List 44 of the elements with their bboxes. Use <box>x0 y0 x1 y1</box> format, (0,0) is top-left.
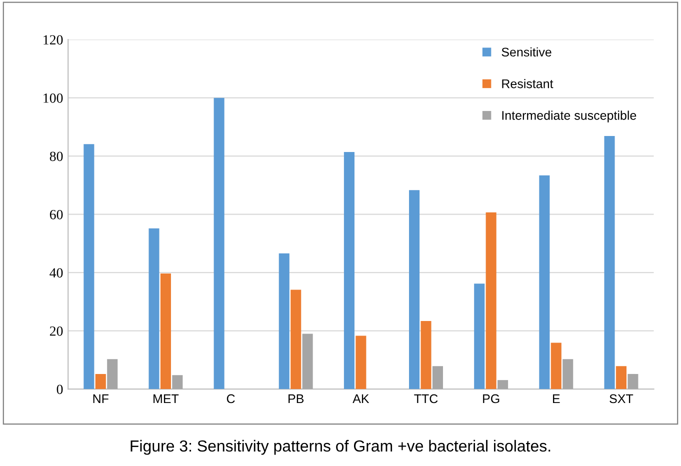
y-tick-label: 100 <box>44 93 63 103</box>
y-tick-label: 80 <box>50 152 63 162</box>
y-tick-label: 20 <box>50 326 63 336</box>
bar <box>550 342 562 390</box>
x-tick-label: SXT <box>610 394 634 404</box>
x-tick-label: PB <box>288 394 304 404</box>
y-tick-label: 120 <box>44 35 63 45</box>
caption: Figure 3: Sensitivity patterns of Gram +ve bacterial isolates. <box>130 440 550 455</box>
bar <box>278 253 290 390</box>
bar <box>290 290 302 390</box>
bar <box>474 284 485 390</box>
x-tick-label: E <box>553 394 560 404</box>
x-tick-label: PG <box>483 394 500 404</box>
bar <box>356 336 366 390</box>
y-tick-label: 40 <box>50 268 63 278</box>
bar <box>616 366 626 390</box>
legend-label: Resistant <box>502 79 554 88</box>
bar <box>628 374 638 390</box>
bar <box>498 380 508 390</box>
bar <box>344 152 354 390</box>
legend-label: Sensitive <box>502 47 552 57</box>
bar <box>148 228 160 390</box>
x-tick-label: TTC <box>414 394 438 404</box>
x-tick-label: C <box>226 394 235 404</box>
y-tick-label: 60 <box>50 210 63 220</box>
bar <box>107 359 118 390</box>
bar <box>539 175 550 390</box>
bar <box>486 212 496 390</box>
bar <box>420 320 432 390</box>
bar <box>432 366 443 390</box>
x-tick-label: NF <box>93 394 108 404</box>
bar <box>302 334 313 390</box>
bar <box>409 190 420 390</box>
bar <box>95 374 106 390</box>
bar <box>562 359 574 390</box>
x-tick-label: MET <box>154 394 179 404</box>
bar <box>172 375 183 390</box>
bar <box>160 273 171 390</box>
legend-label: Intermediate susceptible <box>502 110 636 122</box>
y-tick-label: 0 <box>56 384 63 394</box>
bar <box>604 136 615 390</box>
bar <box>84 144 94 390</box>
x-tick-label: AK <box>352 394 370 404</box>
bar <box>214 98 224 390</box>
